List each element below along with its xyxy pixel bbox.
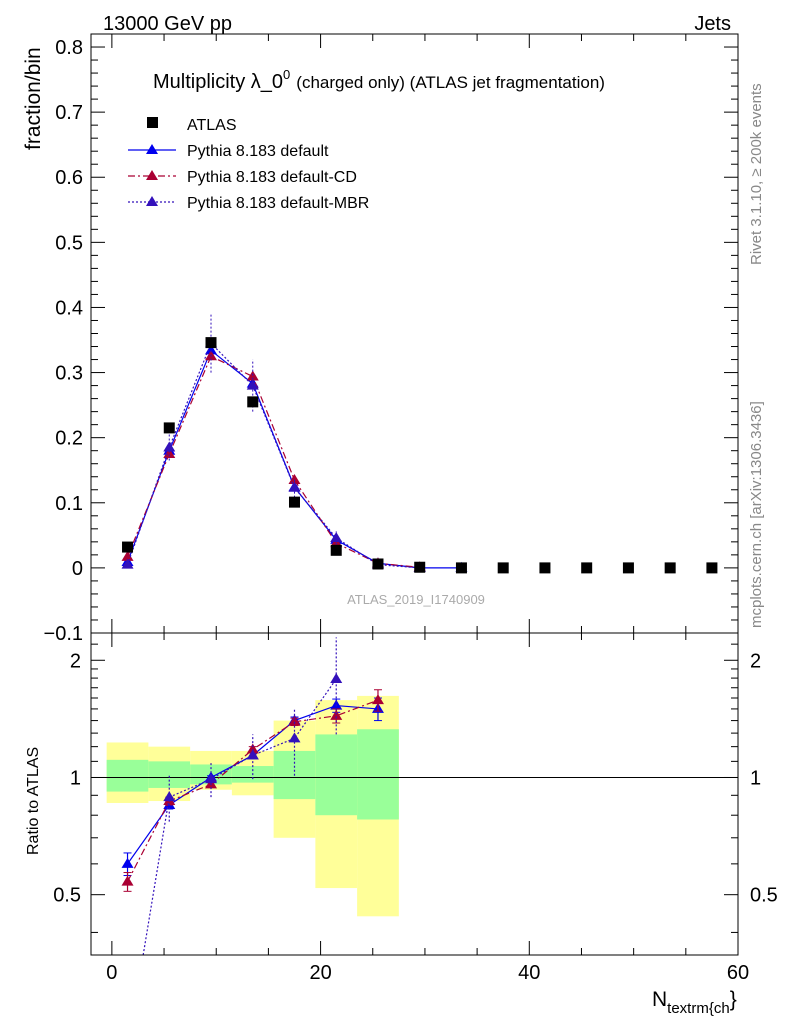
data-point-atlas: [122, 541, 134, 553]
data-point-mbr: [121, 558, 134, 569]
plot-title: Multiplicity λ_00 (charged only) (ATLAS j…: [153, 67, 605, 93]
legend-label-cd: Pythia 8.183 default-CD: [187, 169, 357, 186]
plot-title-sup: 0: [283, 67, 290, 82]
x-tick-label: 40: [518, 962, 540, 984]
data-point-atlas: [539, 562, 551, 574]
ratio-point-mbr: [288, 732, 301, 743]
x-axis-label-suffix: }: [730, 988, 737, 1011]
data-point-atlas: [205, 337, 217, 349]
data-point-atlas: [622, 562, 634, 574]
data-point-atlas: [247, 396, 259, 408]
legend-label-mbr: Pythia 8.183 default-MBR: [187, 195, 369, 212]
legend-marker-atlas: [147, 117, 158, 128]
y-tick-label: 0.6: [55, 167, 83, 189]
uncertainty-band-inner: [106, 759, 149, 792]
ratio-frame-border: [90, 632, 739, 956]
ratio-point-default: [121, 857, 134, 868]
uncertainty-band-inner: [148, 761, 191, 788]
x-axis-label-sub: textrm{ch: [667, 1000, 730, 1017]
ratio-line-mbr: [142, 678, 337, 955]
data-point-atlas: [372, 558, 384, 570]
ratio-y-tick-label-right: 1: [750, 767, 761, 789]
legend: ATLAS Pythia 8.183 default Pythia 8.183 …: [128, 117, 369, 212]
main-panel: −0.1 0 0.1 0.2 0.3 0.4 0.5 0.6 0.7 0.8: [44, 33, 739, 645]
x-tick-label: 60: [727, 962, 749, 984]
data-point-atlas: [497, 562, 509, 574]
y-axis-label: fraction/bin: [22, 47, 45, 150]
data-point-mbr: [246, 379, 259, 390]
y-tick-label: 0.2: [55, 428, 83, 450]
data-point-atlas: [163, 422, 175, 434]
ratio-y-tick-label-right: 0.5: [750, 885, 778, 907]
y-tick-label: 0.3: [55, 363, 83, 385]
ratio-point-mbr: [205, 773, 218, 784]
ratio-y-tick-label: 1: [70, 767, 81, 789]
ratio-y-axis-label: Ratio to ATLAS: [25, 747, 42, 855]
ratio-point-cd: [288, 715, 301, 726]
plot-title-suffix: (charged only) (ATLAS jet fragmentation): [296, 73, 605, 92]
y-tick-label: 0.5: [55, 232, 83, 254]
legend-marker-cd: [146, 170, 158, 180]
data-point-atlas: [414, 561, 426, 573]
data-point-cd: [121, 550, 134, 561]
ratio-y-tick-label-right: 2: [750, 650, 761, 672]
y-tick-label: 0.7: [55, 102, 83, 124]
data-point-atlas: [455, 562, 467, 574]
ratio-y-tick-label: 0.5: [53, 885, 81, 907]
x-tick-label: 20: [309, 962, 331, 984]
ratio-series-group: [121, 637, 384, 955]
ratio-panel: 0.5 0.51 12 20 20 40 60: [53, 632, 778, 984]
x-axis-label: Ntextrm{ch}: [652, 988, 737, 1017]
y-tick-label: 0.1: [55, 493, 83, 515]
y-tick-label: 0.4: [55, 297, 83, 319]
mcplots-label: mcplots.cern.ch [arXiv:1306.3436]: [748, 401, 765, 628]
data-point-atlas: [706, 562, 718, 574]
x-tick-label: 0: [106, 962, 117, 984]
legend-label-atlas: ATLAS: [187, 117, 237, 134]
legend-marker-default: [146, 144, 158, 154]
uncertainty-band-inner: [357, 729, 399, 820]
data-point-atlas: [581, 562, 593, 574]
energy-label: 13000 GeV pp: [103, 13, 232, 35]
legend-marker-mbr: [146, 196, 158, 206]
series-line-cd: [126, 355, 420, 568]
ratio-point-cd: [121, 875, 134, 886]
ratio-y-tick-label: 2: [70, 650, 81, 672]
series-line-default: [126, 349, 462, 569]
ratio-point-mbr: [163, 791, 176, 802]
legend-label-default: Pythia 8.183 default: [187, 143, 329, 160]
uncertainty-band-inner: [315, 734, 358, 816]
data-point-atlas: [664, 562, 676, 574]
analysis-watermark: ATLAS_2019_I1740909: [347, 592, 485, 607]
data-point-atlas: [288, 496, 300, 508]
labels-layer: 13000 GeV pp Jets Rivet 3.1.10, ≥ 200k e…: [22, 13, 765, 1017]
data-point-cd: [288, 473, 301, 484]
data-point-cd: [330, 537, 343, 548]
category-label: Jets: [694, 13, 731, 35]
ratio-point-mbr: [246, 749, 259, 760]
ratio-point-cd: [330, 709, 343, 720]
data-point-default: [205, 344, 218, 355]
y-tick-label: 0: [72, 558, 83, 580]
ratio-point-mbr: [330, 673, 343, 684]
data-point-mbr: [330, 531, 343, 542]
x-axis-label-main: N: [652, 988, 667, 1011]
series-line-mbr: [126, 342, 420, 569]
data-point-mbr: [288, 481, 301, 492]
data-point-mbr: [163, 441, 176, 452]
ratio-point-cd: [246, 743, 259, 754]
data-point-atlas: [330, 544, 342, 556]
y-tick-label: 0.8: [55, 37, 83, 59]
data-point-cd: [163, 447, 176, 458]
ratio-point-cd: [371, 694, 384, 705]
y-tick-label: −0.1: [44, 623, 83, 645]
rivet-label: Rivet 3.1.10, ≥ 200k events: [748, 83, 765, 265]
plot-title-main: Multiplicity λ_0: [153, 71, 283, 93]
